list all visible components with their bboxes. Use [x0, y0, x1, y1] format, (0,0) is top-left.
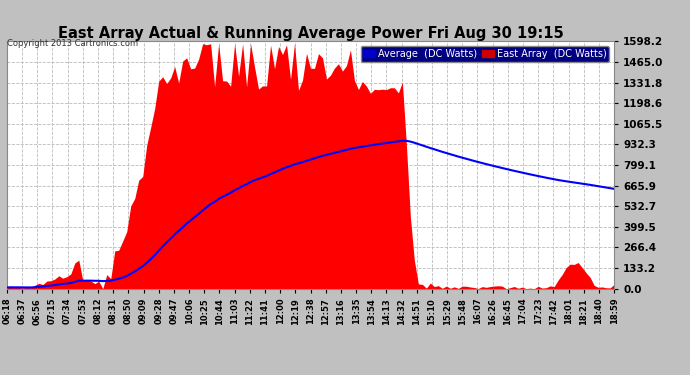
Title: East Array Actual & Running Average Power Fri Aug 30 19:15: East Array Actual & Running Average Powe…: [58, 26, 563, 41]
Text: Copyright 2013 Cartronics.com: Copyright 2013 Cartronics.com: [7, 39, 138, 48]
Legend: Average  (DC Watts), East Array  (DC Watts): Average (DC Watts), East Array (DC Watts…: [360, 46, 609, 62]
